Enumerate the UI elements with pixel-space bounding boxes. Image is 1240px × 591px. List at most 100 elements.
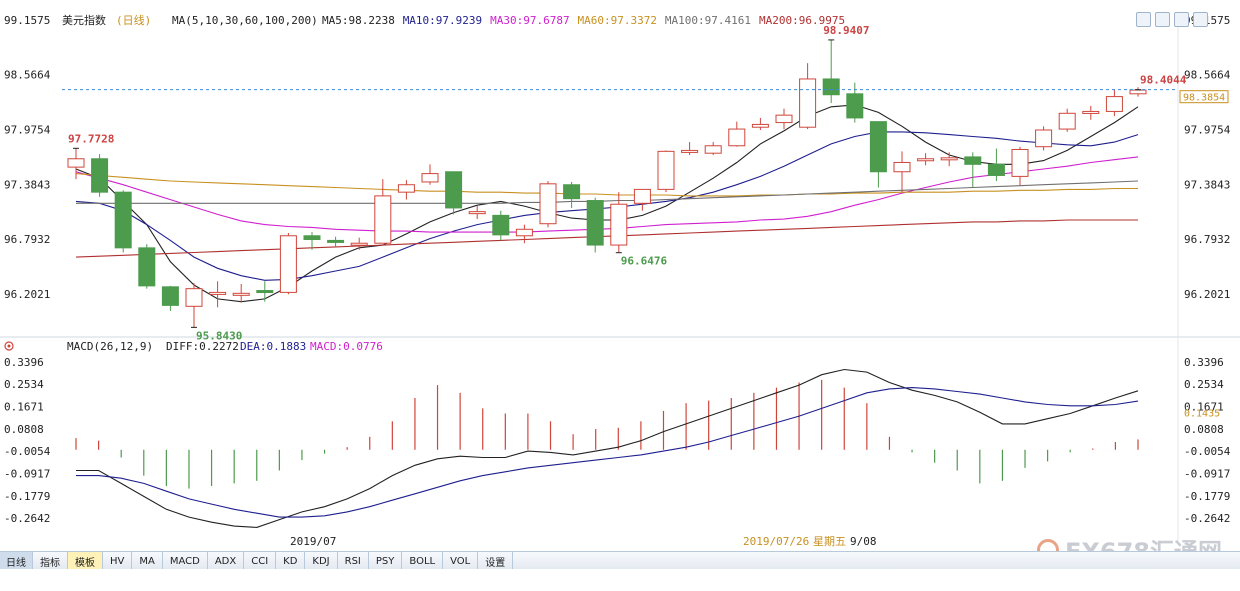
y-tick-label: 96.2021	[4, 288, 50, 301]
macd-y-tick-label-right: -0.2642	[1184, 512, 1230, 525]
candle-body	[350, 242, 368, 246]
candle-body	[987, 163, 1005, 176]
macd-y-tick-label-right: -0.0917	[1184, 467, 1230, 480]
macd-line	[76, 387, 1139, 518]
candle-body	[1129, 89, 1147, 95]
tab-kd[interactable]: KD	[276, 552, 306, 570]
ma-line	[75, 219, 1138, 258]
symbol-title: 美元指数	[62, 13, 106, 27]
y-tick-label: 96.7932	[4, 233, 50, 246]
candle-body	[917, 158, 935, 162]
ma-params: MA(5,10,30,60,100,200)	[172, 14, 318, 27]
macd-y-tick-label: -0.1779	[4, 490, 50, 503]
candle-body	[303, 235, 321, 240]
y-tick-label-right: 96.2021	[1184, 288, 1230, 301]
macd-y-tick-label: -0.0054	[4, 445, 51, 458]
candle-body	[232, 292, 250, 296]
ma-line	[76, 180, 1139, 204]
ma-value-label: MA100:97.4161	[665, 14, 751, 27]
macd-macd: MACD:0.0776	[310, 340, 383, 353]
macd-line	[76, 368, 1139, 528]
candle-body	[492, 214, 510, 236]
tab-hv[interactable]: HV	[103, 552, 133, 570]
candle-body	[751, 123, 769, 128]
candle-body	[374, 195, 392, 244]
indicator-tab-bar: 日线 指标 模板 HV MA MACD ADX CCI KD KDJ RSI PSY BOLL VOL 设置	[0, 551, 1240, 571]
price-annotation: 97.7728	[68, 132, 114, 145]
tab-psy[interactable]: PSY	[369, 552, 403, 570]
tab-macd[interactable]: MACD	[163, 552, 208, 570]
candle-body	[1035, 129, 1053, 148]
candle-body	[397, 184, 415, 193]
candle-body	[445, 171, 463, 209]
macd-diff: DIFF:0.2272	[166, 340, 239, 353]
y-tick-label: 99.1575	[4, 14, 50, 27]
candle-body	[1011, 148, 1029, 177]
tab-rsi[interactable]: RSI	[338, 552, 369, 570]
y-tick-label-right: 96.7932	[1184, 233, 1230, 246]
ma-line	[75, 131, 1139, 281]
macd-params: MACD(26,12,9)	[67, 340, 153, 353]
price-annotation: 98.9407	[823, 24, 869, 37]
macd-y-tick-label-right: 0.2534	[1184, 378, 1224, 391]
macd-current-tag: 0.1435	[1184, 409, 1220, 420]
candle-body	[869, 121, 887, 173]
tab-vol[interactable]: VOL	[443, 552, 479, 570]
x-label-month1: 2019/07	[290, 535, 336, 548]
y-tick-label: 97.3843	[4, 178, 50, 191]
macd-y-tick-label: 0.2534	[4, 378, 44, 391]
tab-ma[interactable]: MA	[132, 552, 163, 570]
macd-y-tick-label: 0.0808	[4, 423, 44, 436]
period-label: (日线)	[116, 13, 151, 27]
candle-body	[893, 161, 911, 173]
candle-body	[586, 200, 604, 246]
candle-body	[539, 183, 557, 225]
candle-body	[327, 239, 345, 243]
ma-line	[75, 173, 1138, 197]
candle-body	[964, 156, 982, 165]
tab-settings[interactable]: 设置	[478, 552, 514, 570]
tab-adx[interactable]: ADX	[208, 552, 245, 570]
zoom-in-icon[interactable]	[1136, 12, 1151, 27]
ma-value-label: MA5:98.2238	[322, 14, 395, 27]
window-icon[interactable]	[1193, 12, 1208, 27]
y-tick-label-right: 97.9754	[1184, 123, 1231, 136]
layout-icon[interactable]	[1174, 12, 1189, 27]
macd-y-tick-label-right: -0.0054	[1184, 445, 1231, 458]
macd-y-tick-label: 0.3396	[4, 356, 44, 369]
candle-body	[775, 114, 793, 124]
candle-body	[1105, 96, 1123, 112]
candle-body	[681, 149, 699, 153]
x-label-month2: 9/08	[850, 535, 877, 548]
candle-body	[256, 290, 274, 294]
tab-indicator[interactable]: 指标	[33, 552, 68, 570]
candle-body	[610, 203, 628, 246]
candle-body	[161, 286, 179, 306]
tab-template[interactable]: 模板	[68, 552, 103, 570]
macd-y-tick-label-right: 0.3396	[1184, 356, 1224, 369]
price-annotation: 98.4044	[1140, 74, 1187, 87]
macd-y-tick-label: 0.1671	[4, 401, 44, 414]
ma-line	[75, 104, 1139, 303]
candle-body	[563, 184, 581, 200]
tab-cci[interactable]: CCI	[244, 552, 277, 570]
ma-value-label: MA10:97.9239	[403, 14, 482, 27]
macd-y-tick-label-right: 0.1671	[1184, 401, 1224, 414]
candle-body	[1058, 112, 1076, 130]
macd-y-tick-label-right: -0.1779	[1184, 490, 1230, 503]
candle-body	[1082, 110, 1100, 114]
candle-body	[822, 78, 840, 96]
candle-body	[468, 211, 486, 215]
candle-body	[91, 158, 109, 193]
macd-y-tick-label-right: 0.0808	[1184, 423, 1224, 436]
tab-kdj[interactable]: KDJ	[305, 552, 338, 570]
tab-daily[interactable]: 日线	[0, 552, 33, 570]
zoom-out-icon[interactable]	[1155, 12, 1170, 27]
tab-boll[interactable]: BOLL	[402, 552, 444, 570]
candle-body	[209, 291, 227, 295]
candle-body	[657, 150, 675, 190]
macd-settings-icon[interactable]	[4, 341, 14, 351]
candle-body	[421, 173, 439, 183]
